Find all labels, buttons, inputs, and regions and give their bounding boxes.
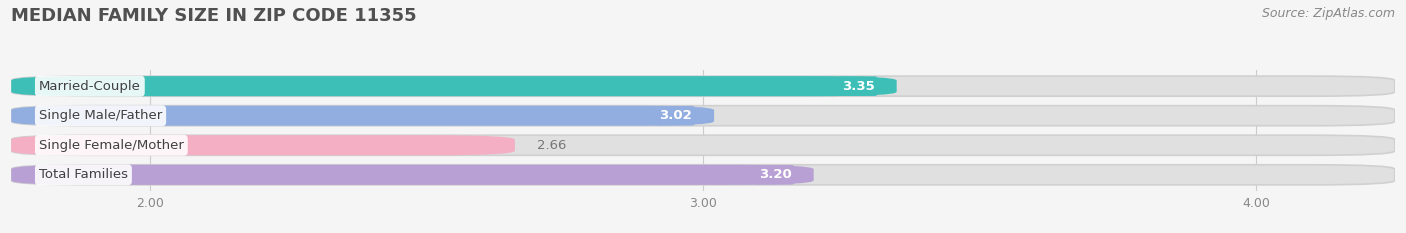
FancyBboxPatch shape bbox=[11, 106, 714, 126]
Text: MEDIAN FAMILY SIZE IN ZIP CODE 11355: MEDIAN FAMILY SIZE IN ZIP CODE 11355 bbox=[11, 7, 416, 25]
Text: Total Families: Total Families bbox=[39, 168, 128, 181]
FancyBboxPatch shape bbox=[11, 135, 1395, 155]
Text: 3.20: 3.20 bbox=[759, 168, 792, 181]
FancyBboxPatch shape bbox=[11, 76, 1395, 96]
FancyBboxPatch shape bbox=[11, 76, 897, 96]
Text: Married-Couple: Married-Couple bbox=[39, 80, 141, 93]
Text: 3.35: 3.35 bbox=[842, 80, 875, 93]
FancyBboxPatch shape bbox=[11, 165, 814, 185]
Text: Single Female/Mother: Single Female/Mother bbox=[39, 139, 184, 152]
Text: Source: ZipAtlas.com: Source: ZipAtlas.com bbox=[1261, 7, 1395, 20]
Text: Single Male/Father: Single Male/Father bbox=[39, 109, 162, 122]
Text: 2.66: 2.66 bbox=[537, 139, 567, 152]
FancyBboxPatch shape bbox=[11, 106, 1395, 126]
FancyBboxPatch shape bbox=[11, 135, 515, 155]
FancyBboxPatch shape bbox=[11, 165, 1395, 185]
Text: 3.02: 3.02 bbox=[659, 109, 692, 122]
